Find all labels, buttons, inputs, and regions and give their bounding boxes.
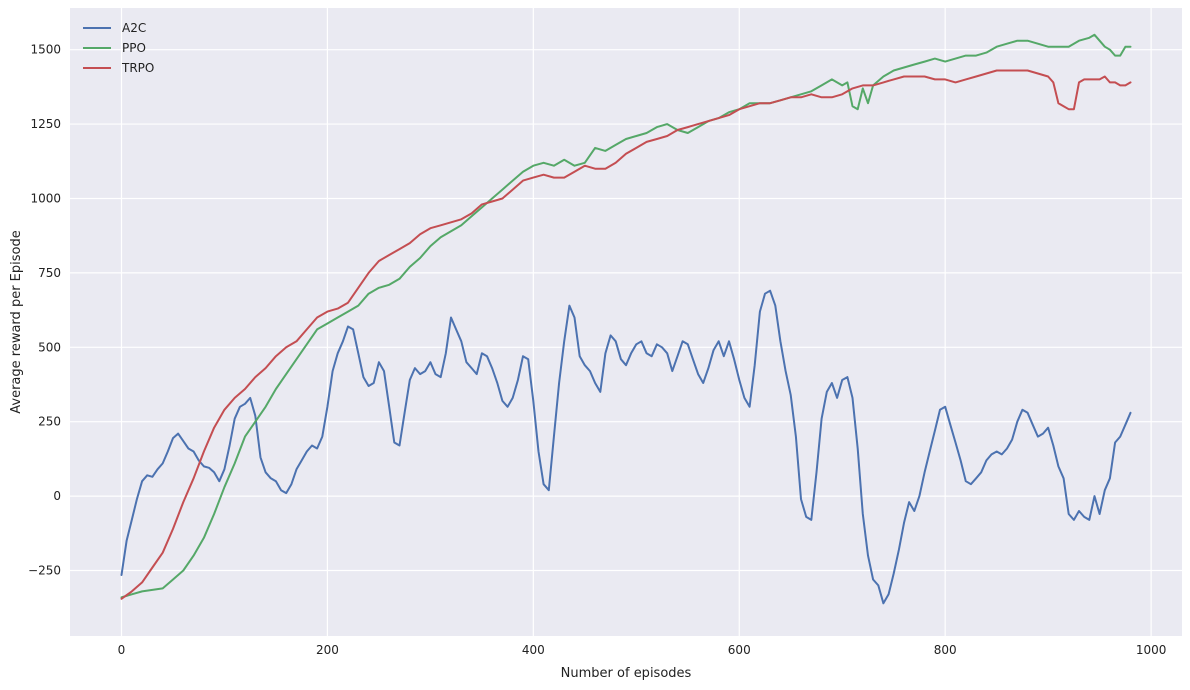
legend: A2C PPO TRPO xyxy=(83,21,154,75)
y-axis-label: Average reward per Episode xyxy=(9,230,24,413)
legend-label: A2C xyxy=(122,21,146,35)
x-tick-label: 400 xyxy=(522,643,545,657)
x-tick-label: 800 xyxy=(934,643,957,657)
y-tick-label: 1250 xyxy=(30,117,61,131)
y-tick-label: 0 xyxy=(53,489,61,503)
series-line-a2c xyxy=(120,289,1132,605)
series-line-trpo xyxy=(120,69,1132,600)
series-layer xyxy=(120,33,1132,605)
x-tick-label: 200 xyxy=(316,643,339,657)
x-tick-label: 600 xyxy=(728,643,751,657)
y-tick-label: −250 xyxy=(28,564,61,578)
series-line-ppo xyxy=(120,33,1132,599)
legend-label: TRPO xyxy=(121,61,154,75)
y-tick-label: 1500 xyxy=(30,43,61,57)
legend-item-a2c: A2C xyxy=(83,21,146,35)
tick-labels: 0 200 400 600 800 1000 −250 0 250 500 750 1000 1250 1… xyxy=(28,43,1166,657)
plot-area xyxy=(70,8,1182,636)
legend-item-trpo: TRPO xyxy=(83,61,154,75)
y-tick-label: 250 xyxy=(38,415,61,429)
y-tick-label: 500 xyxy=(38,340,61,354)
y-tick-label: 750 xyxy=(38,266,61,280)
legend-item-ppo: PPO xyxy=(83,41,146,55)
x-tick-label: 0 xyxy=(118,643,126,657)
x-axis-label: Number of episodes xyxy=(561,666,692,681)
legend-label: PPO xyxy=(122,41,146,55)
x-tick-label: 1000 xyxy=(1136,643,1167,657)
grid xyxy=(70,8,1182,636)
y-tick-label: 1000 xyxy=(30,191,61,205)
